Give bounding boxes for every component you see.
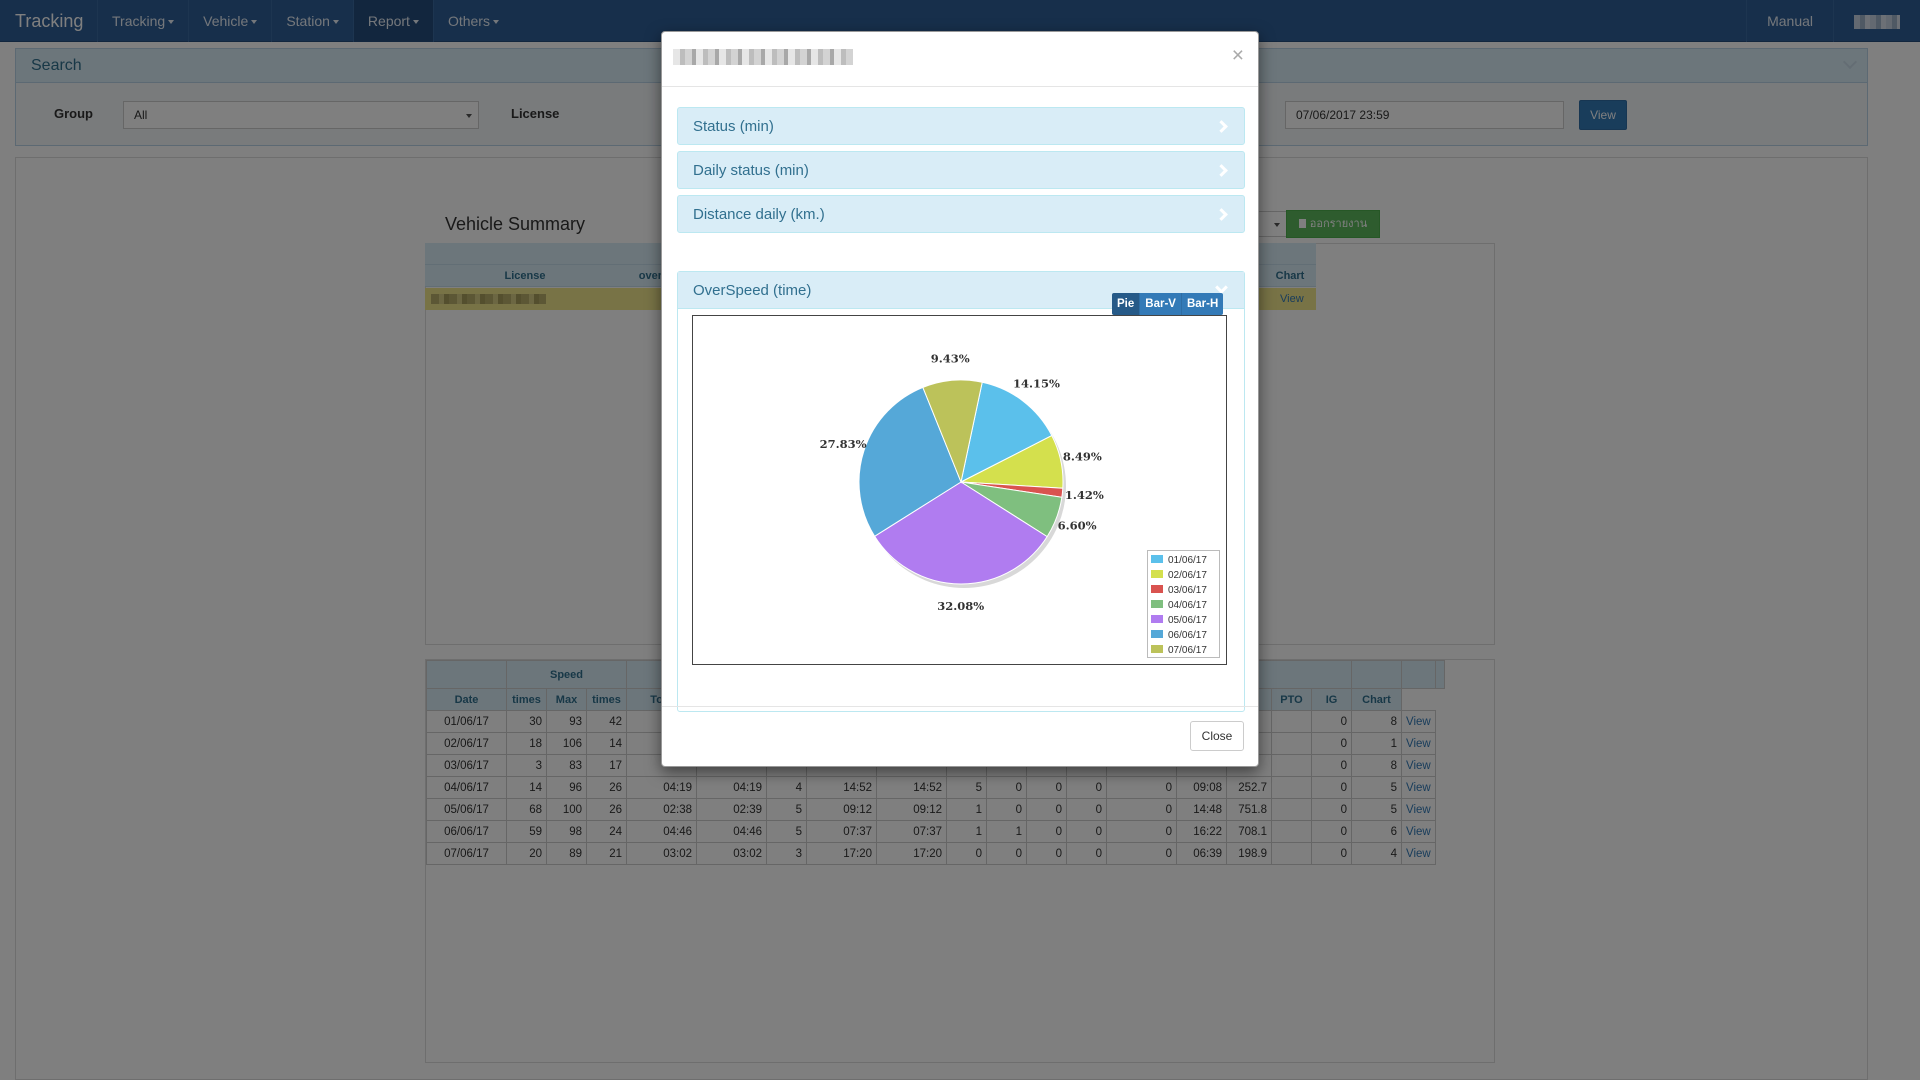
modal-header: ×: [662, 32, 1258, 87]
legend-item: 02/06/17: [1151, 568, 1216, 583]
pie-slice-06-06-17[interactable]: [858, 386, 962, 537]
pie-slice-label: 8.49%: [1063, 450, 1102, 464]
pie-chart: 14.15% 8.49% 1.42% 6.60% 32.08% 27.83% 9.43%: [820, 351, 1104, 613]
accordion-status[interactable]: Status (min): [677, 107, 1245, 145]
legend-swatch: [1151, 645, 1163, 653]
modal-footer: [662, 706, 1258, 766]
chart-legend: 01/06/17 02/06/17 03/06/17 04/06/17 05/06/17…: [1147, 550, 1220, 658]
chart-mode-bar-v[interactable]: Bar-V: [1140, 293, 1182, 315]
pie-slice-07-06-17[interactable]: [922, 379, 983, 484]
accordion-daily-status[interactable]: Daily status (min): [677, 151, 1245, 189]
legend-swatch: [1151, 630, 1163, 638]
chevron-right-icon: [1215, 164, 1228, 177]
legend-label: 06/06/17: [1168, 630, 1207, 641]
legend-swatch: [1151, 600, 1163, 608]
chevron-right-icon: [1215, 208, 1228, 221]
legend-item: 03/06/17: [1151, 583, 1216, 598]
chevron-down-icon: [1215, 281, 1228, 294]
pie-slice-label: 32.08%: [937, 599, 984, 613]
legend-item: 05/06/17: [1151, 613, 1216, 628]
legend-label: 01/06/17: [1168, 555, 1207, 566]
legend-item: 04/06/17: [1151, 598, 1216, 613]
pie-slice-label: 27.83%: [820, 437, 867, 451]
accordion-distance-daily[interactable]: Distance daily (km.): [677, 195, 1245, 233]
accordion-overspeed-label: OverSpeed (time): [693, 282, 812, 299]
legend-label: 07/06/17: [1168, 645, 1207, 656]
legend-swatch: [1151, 570, 1163, 578]
pie-chart-container: 14.15% 8.49% 1.42% 6.60% 32.08% 27.83% 9.43%: [692, 315, 1227, 665]
pie-slice-05-06-17[interactable]: [873, 481, 1048, 585]
pie-slice-01-06-17[interactable]: [960, 381, 1053, 483]
legend-swatch: [1151, 555, 1163, 563]
close-button[interactable]: Close: [1190, 721, 1244, 751]
legend-item: 06/06/17: [1151, 628, 1216, 643]
close-icon[interactable]: ×: [1231, 44, 1244, 67]
chart-mode-pie[interactable]: Pie: [1112, 293, 1141, 315]
legend-label: 02/06/17: [1168, 570, 1207, 581]
pie-slice-label: 9.43%: [931, 351, 970, 365]
accordion-daily-status-label: Daily status (min): [693, 162, 809, 179]
accordion-status-label: Status (min): [693, 118, 774, 135]
modal-title-blurred: [673, 49, 853, 65]
accordion-distance-daily-label: Distance daily (km.): [693, 206, 825, 223]
legend-label: 04/06/17: [1168, 600, 1207, 611]
chart-mode-bar-h[interactable]: Bar-H: [1181, 293, 1224, 315]
pie-slice-label: 1.42%: [1065, 488, 1104, 502]
chart-mode-group: Pie Bar-V Bar-H: [1112, 293, 1224, 315]
legend-item: 07/06/17: [1151, 643, 1216, 658]
chevron-right-icon: [1215, 120, 1228, 133]
legend-item: 01/06/17: [1151, 553, 1216, 568]
pie-slice-label: 14.15%: [1013, 377, 1060, 391]
legend-label: 05/06/17: [1168, 615, 1207, 626]
legend-label: 03/06/17: [1168, 585, 1207, 596]
legend-swatch: [1151, 615, 1163, 623]
legend-swatch: [1151, 585, 1163, 593]
pie-slice-label: 6.60%: [1058, 518, 1097, 532]
